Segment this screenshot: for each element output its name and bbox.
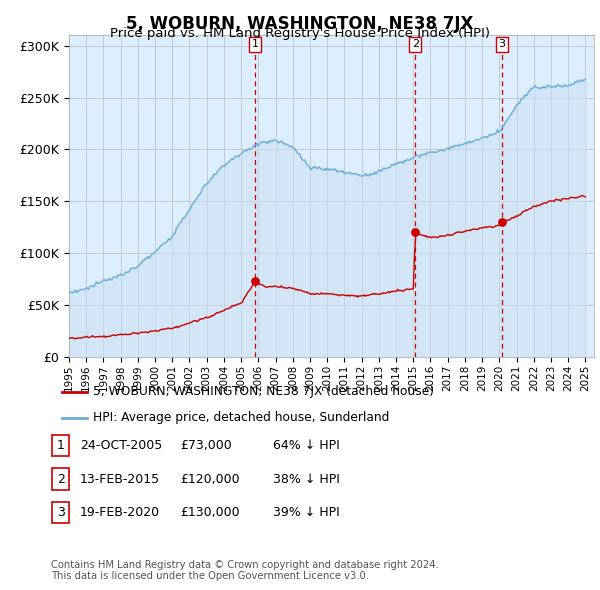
Text: Contains HM Land Registry data © Crown copyright and database right 2024.
This d: Contains HM Land Registry data © Crown c… — [51, 559, 439, 581]
Text: 5, WOBURN, WASHINGTON, NE38 7JX (detached house): 5, WOBURN, WASHINGTON, NE38 7JX (detache… — [93, 385, 434, 398]
Text: 13-FEB-2015: 13-FEB-2015 — [80, 473, 160, 486]
Text: HPI: Average price, detached house, Sunderland: HPI: Average price, detached house, Sund… — [93, 411, 389, 424]
Point — [250, 277, 260, 286]
Text: 5, WOBURN, WASHINGTON, NE38 7JX: 5, WOBURN, WASHINGTON, NE38 7JX — [127, 15, 473, 33]
Text: £130,000: £130,000 — [180, 506, 239, 519]
Text: 2: 2 — [412, 40, 419, 49]
Text: 1: 1 — [56, 439, 65, 452]
Text: 2: 2 — [56, 473, 65, 486]
Text: 19-FEB-2020: 19-FEB-2020 — [80, 506, 160, 519]
Text: 3: 3 — [498, 40, 505, 49]
Text: 38% ↓ HPI: 38% ↓ HPI — [273, 473, 340, 486]
Text: 39% ↓ HPI: 39% ↓ HPI — [273, 506, 340, 519]
Point — [497, 217, 506, 227]
Text: 3: 3 — [56, 506, 65, 519]
Text: 24-OCT-2005: 24-OCT-2005 — [80, 439, 162, 452]
Point — [410, 228, 420, 237]
Text: 1: 1 — [252, 40, 259, 49]
Text: £73,000: £73,000 — [180, 439, 232, 452]
Text: £120,000: £120,000 — [180, 473, 239, 486]
Text: 64% ↓ HPI: 64% ↓ HPI — [273, 439, 340, 452]
Text: Price paid vs. HM Land Registry's House Price Index (HPI): Price paid vs. HM Land Registry's House … — [110, 27, 490, 40]
